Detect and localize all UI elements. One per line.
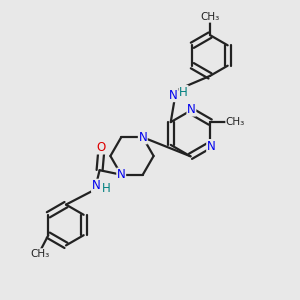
Text: N: N bbox=[92, 179, 100, 192]
Text: N: N bbox=[169, 88, 178, 102]
Text: H: H bbox=[179, 85, 188, 99]
Text: N: N bbox=[207, 140, 215, 153]
Text: N: N bbox=[187, 103, 196, 116]
Text: CH₃: CH₃ bbox=[200, 12, 220, 22]
Text: O: O bbox=[97, 141, 106, 154]
Text: CH₃: CH₃ bbox=[30, 249, 50, 259]
Text: N: N bbox=[138, 131, 147, 144]
Text: H: H bbox=[102, 182, 111, 195]
Text: N: N bbox=[117, 168, 126, 181]
Text: CH₃: CH₃ bbox=[226, 117, 245, 127]
